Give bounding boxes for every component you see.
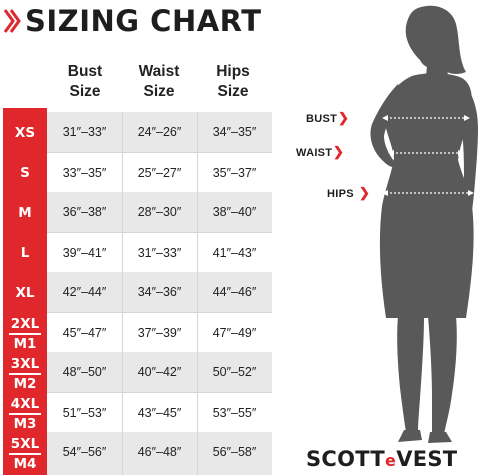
waist-size-header: Waist Size bbox=[138, 63, 180, 100]
bust-cell: 33″–35″ bbox=[62, 166, 107, 180]
waist-measure-label: WAIST bbox=[296, 147, 333, 159]
bust-cell: 36″–38″ bbox=[62, 205, 107, 219]
hips-cell: 44″–46″ bbox=[212, 285, 257, 299]
table-row: 48″–50″ 40″–42″ 50″–52″ bbox=[47, 352, 272, 392]
brand-logo: SCOTTeVEST bbox=[306, 447, 458, 471]
size-label-5xl: 5XL M4 bbox=[8, 436, 42, 472]
waist-cell: 28″–30″ bbox=[137, 205, 182, 219]
hips-cell: 56″–58″ bbox=[212, 445, 257, 459]
bust-cell: 54″–56″ bbox=[62, 445, 107, 459]
hips-cell: 50″–52″ bbox=[212, 365, 257, 379]
size-label-m: M bbox=[18, 205, 32, 221]
table-row: 31″–33″ 24″–26″ 34″–35″ bbox=[47, 112, 272, 152]
bust-cell: 48″–50″ bbox=[62, 365, 107, 379]
table-row: 51″–53″ 43″–45″ 53″–55″ bbox=[47, 392, 272, 432]
column-divider bbox=[197, 112, 198, 475]
title-block: SIZING CHART bbox=[2, 4, 261, 38]
waist-pointer-icon: ❯ bbox=[333, 144, 344, 159]
hips-size-header: Hips Size bbox=[216, 63, 250, 100]
woman-silhouette-figure bbox=[370, 5, 478, 443]
bust-cell: 31″–33″ bbox=[62, 125, 107, 139]
bust-cell: 42″–44″ bbox=[62, 285, 107, 299]
bust-size-header: Bust Size bbox=[67, 63, 103, 100]
hips-cell: 34″–35″ bbox=[212, 125, 257, 139]
table-row: 45″–47″ 37″–39″ 47″–49″ bbox=[47, 312, 272, 352]
table-row: 54″–56″ 46″–48″ 56″–58″ bbox=[47, 432, 272, 475]
waist-cell: 25″–27″ bbox=[137, 166, 182, 180]
hips-measure-label: HIPS bbox=[327, 188, 354, 200]
page-title: SIZING CHART bbox=[25, 4, 262, 38]
hips-cell: 38″–40″ bbox=[212, 205, 257, 219]
table-row: 33″–35″ 25″–27″ 35″–37″ bbox=[47, 152, 272, 192]
double-chevron-icon bbox=[3, 9, 21, 33]
size-label-xs: XS bbox=[14, 125, 36, 141]
bust-pointer-icon: ❯ bbox=[338, 110, 349, 125]
sizing-table: 31″–33″ 24″–26″ 34″–35″ 33″–35″ 25″–27″ … bbox=[47, 112, 272, 475]
table-row: 39″–41″ 31″–33″ 41″–43″ bbox=[47, 232, 272, 272]
bust-cell: 45″–47″ bbox=[62, 326, 107, 340]
size-label-3xl: 3XL M2 bbox=[8, 356, 42, 392]
waist-cell: 46″–48″ bbox=[137, 445, 182, 459]
waist-cell: 31″–33″ bbox=[137, 246, 182, 260]
hips-cell: 35″–37″ bbox=[212, 166, 257, 180]
table-row: 42″–44″ 34″–36″ 44″–46″ bbox=[47, 272, 272, 312]
bust-cell: 39″–41″ bbox=[62, 246, 107, 260]
size-label-l: L bbox=[20, 245, 30, 261]
size-label-2xl: 2XL M1 bbox=[8, 316, 42, 352]
hips-cell: 41″–43″ bbox=[212, 246, 257, 260]
waist-cell: 43″–45″ bbox=[137, 406, 182, 420]
size-label-s: S bbox=[20, 165, 30, 181]
size-label-xl: XL bbox=[15, 285, 35, 301]
bust-measure-label: BUST bbox=[306, 113, 338, 125]
table-row: 36″–38″ 28″–30″ 38″–40″ bbox=[47, 192, 272, 232]
waist-cell: 24″–26″ bbox=[137, 125, 182, 139]
hips-cell: 53″–55″ bbox=[212, 406, 257, 420]
waist-cell: 34″–36″ bbox=[137, 285, 182, 299]
hips-cell: 47″–49″ bbox=[212, 326, 257, 340]
hips-pointer-icon: ❯ bbox=[359, 185, 370, 200]
column-divider bbox=[122, 112, 123, 475]
waist-cell: 40″–42″ bbox=[137, 365, 182, 379]
waist-cell: 37″–39″ bbox=[137, 326, 182, 340]
size-label-4xl: 4XL M3 bbox=[8, 396, 42, 432]
bust-cell: 51″–53″ bbox=[62, 406, 107, 420]
